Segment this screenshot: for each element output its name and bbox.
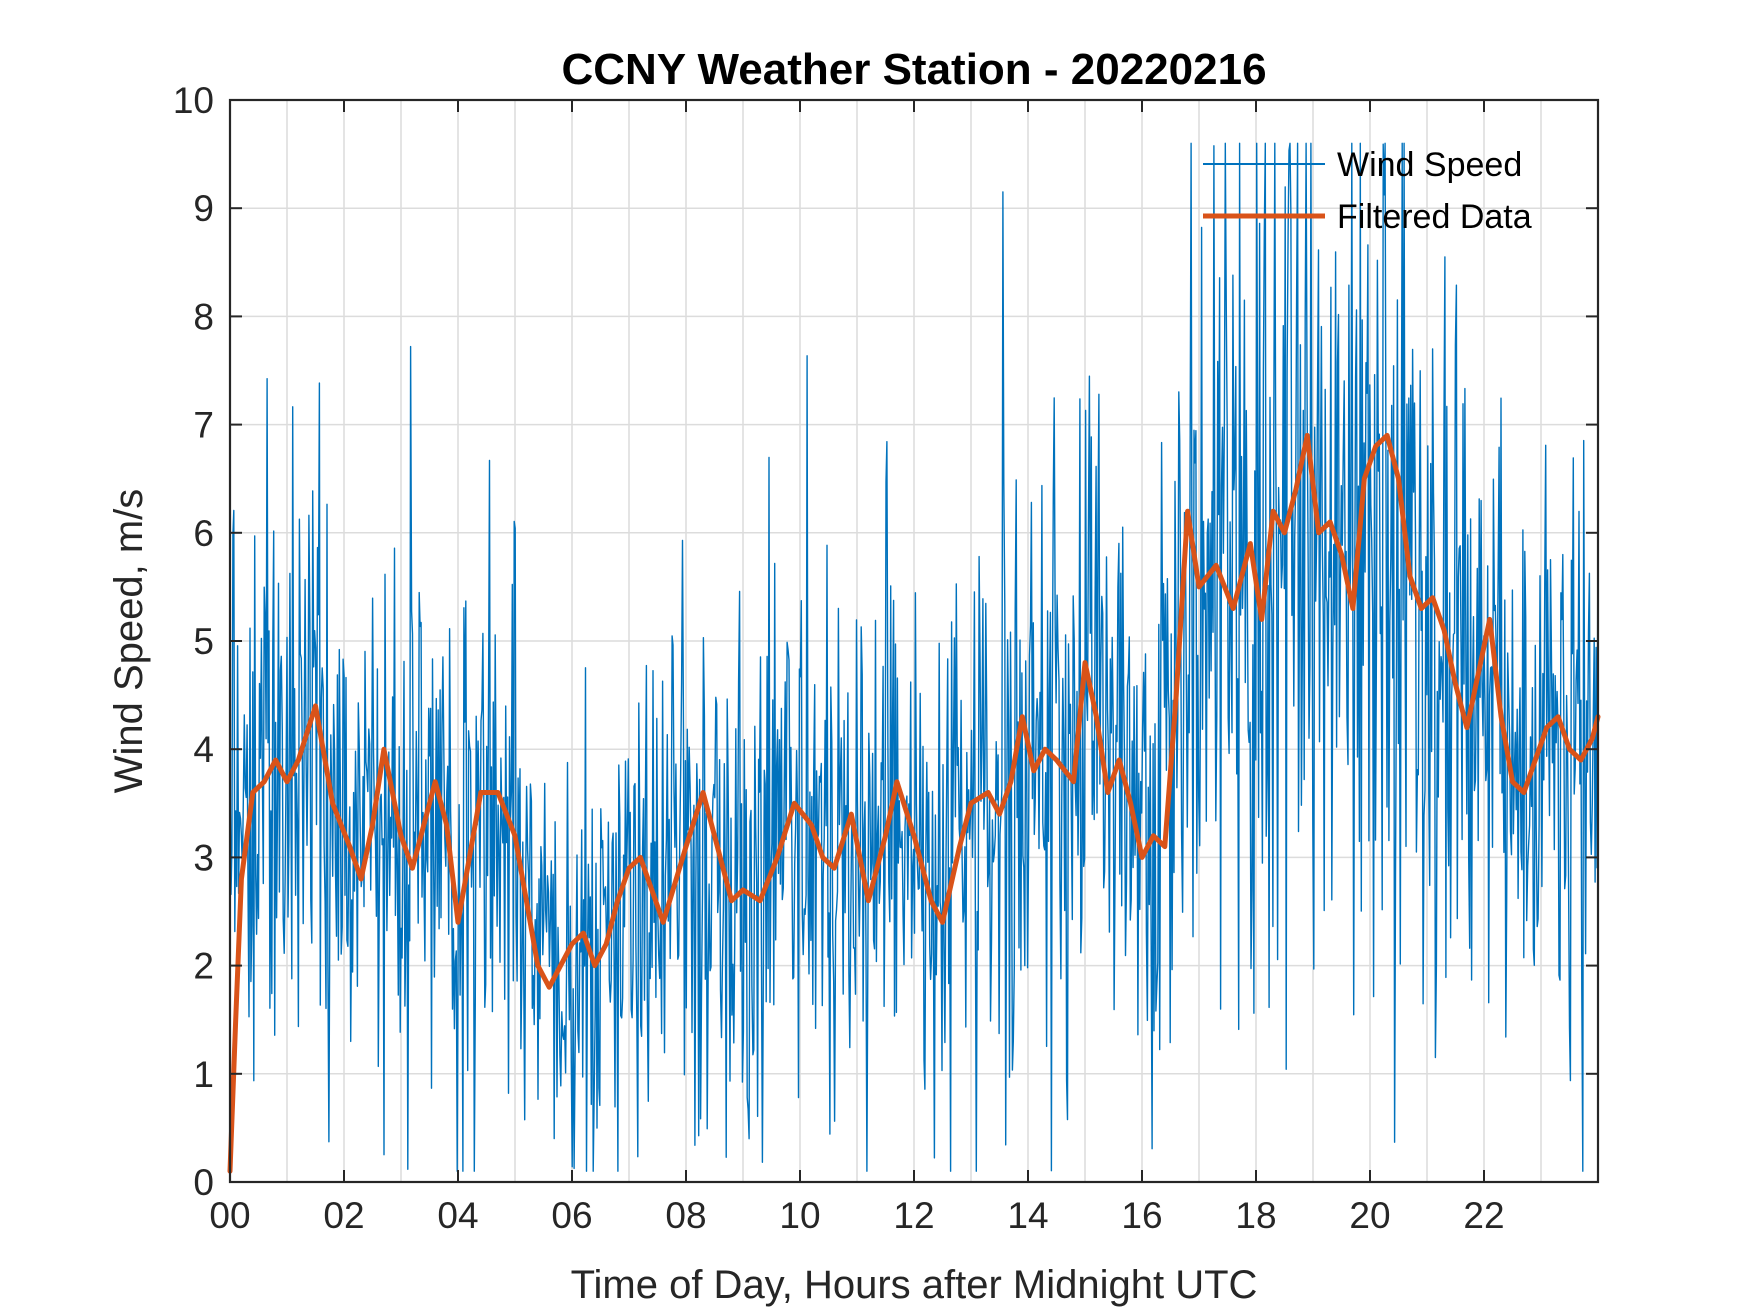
y-axis-label: Wind Speed, m/s <box>107 489 151 794</box>
x-tick-label: 22 <box>1463 1195 1504 1236</box>
x-tick-label: 16 <box>1121 1195 1162 1236</box>
x-tick-labels: 00 02 04 06 08 10 12 14 16 18 20 22 <box>209 1195 1504 1236</box>
y-tick-label: 7 <box>193 405 214 446</box>
y-tick-labels: 0 1 2 3 4 5 6 7 8 9 10 <box>173 80 214 1203</box>
series-layer <box>227 142 1601 1174</box>
series-filtered-data-line <box>227 432 1601 1174</box>
x-tick-label: 12 <box>893 1195 934 1236</box>
y-tick-label: 0 <box>193 1162 214 1203</box>
series-wind-speed-line <box>229 142 1599 1172</box>
axis-ticks <box>229 99 1598 1183</box>
x-tick-label: 10 <box>779 1195 820 1236</box>
y-tick-label: 2 <box>193 946 214 987</box>
y-tick-label: 3 <box>193 837 214 878</box>
x-tick-label: 06 <box>551 1195 592 1236</box>
chart-title: CCNY Weather Station - 20220216 <box>561 45 1266 94</box>
x-tick-label: 00 <box>209 1195 250 1236</box>
x-tick-label: 02 <box>323 1195 364 1236</box>
y-tick-label: 4 <box>193 729 214 770</box>
x-tick-label: 08 <box>665 1195 706 1236</box>
legend: Wind Speed Filtered Data <box>1203 146 1532 236</box>
legend-wind-speed-label: Wind Speed <box>1337 146 1522 184</box>
x-tick-label: 14 <box>1007 1195 1048 1236</box>
x-tick-label: 20 <box>1349 1195 1390 1236</box>
y-tick-label: 9 <box>193 188 214 229</box>
y-tick-label: 10 <box>173 80 214 121</box>
y-tick-label: 6 <box>193 513 214 554</box>
legend-filtered-data-label: Filtered Data <box>1337 198 1532 236</box>
x-tick-label: 18 <box>1235 1195 1276 1236</box>
y-tick-label: 8 <box>193 296 214 337</box>
x-axis-label: Time of Day, Hours after Midnight UTC <box>571 1263 1258 1307</box>
x-tick-label: 04 <box>437 1195 478 1236</box>
y-tick-label: 5 <box>193 621 214 662</box>
y-tick-label: 1 <box>193 1054 214 1095</box>
